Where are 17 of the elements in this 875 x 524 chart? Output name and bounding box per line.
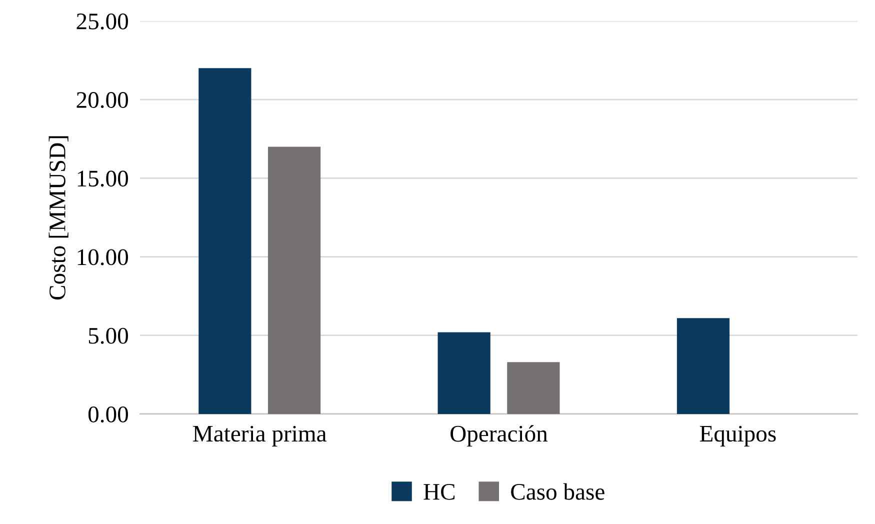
y-tick-label: 5.00 — [88, 328, 128, 344]
x-tick-label: Materia prima — [193, 426, 326, 446]
bar — [438, 332, 490, 414]
y-tick-label: 25.00 — [76, 13, 128, 30]
x-tick-label: Operación — [450, 425, 548, 447]
bar — [268, 146, 321, 414]
bar — [507, 362, 560, 414]
legend-label: HC — [424, 484, 454, 500]
bar — [198, 68, 252, 414]
bar — [676, 318, 730, 414]
y-tick-label: 10.00 — [78, 249, 128, 266]
x-tick-label: Equipos — [700, 426, 776, 446]
y-axis-title: Costo [MMUSD] — [48, 136, 68, 300]
y-tick-label: 15.00 — [78, 170, 128, 187]
y-tick-label: 20.00 — [76, 92, 128, 108]
legend-label: Caso base — [511, 483, 604, 500]
y-tick-label: 0.00 — [88, 406, 128, 422]
